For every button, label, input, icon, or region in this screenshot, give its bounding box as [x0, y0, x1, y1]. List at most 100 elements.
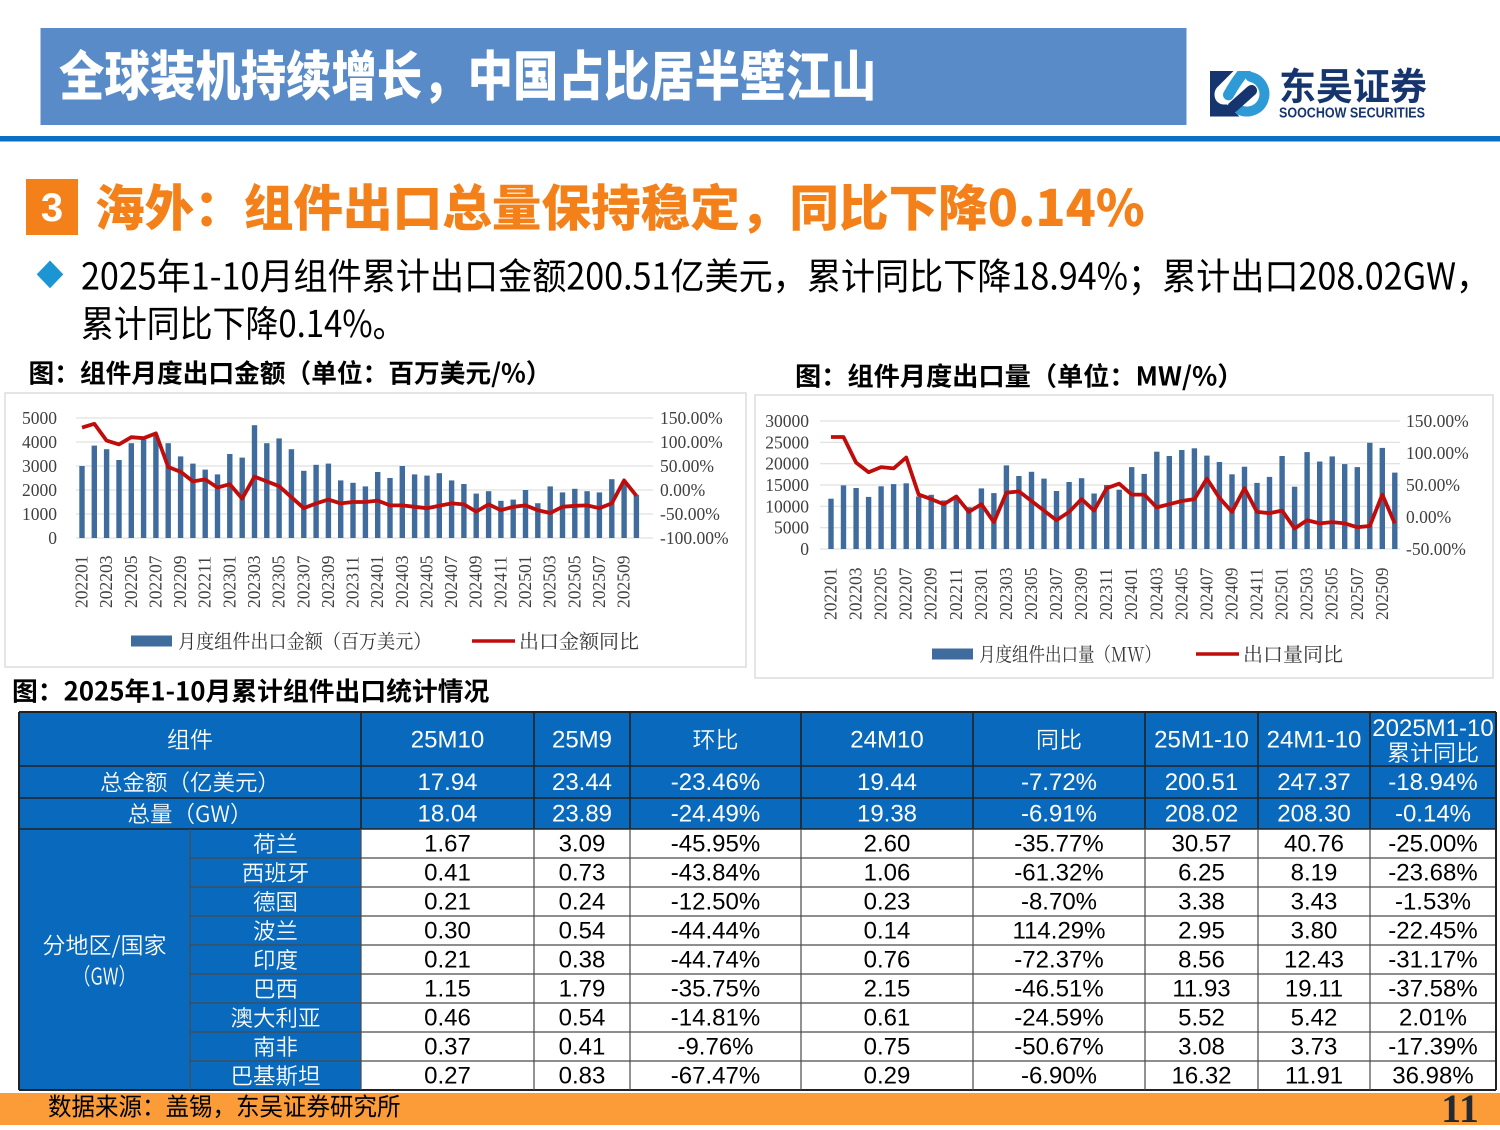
svg-text:-50.67%: -50.67%	[1014, 1034, 1103, 1061]
svg-text:202505: 202505	[564, 555, 584, 608]
svg-text:-6.91%: -6.91%	[1021, 801, 1097, 828]
svg-text:-50.00%: -50.00%	[1406, 539, 1466, 559]
svg-text:-23.68%: -23.68%	[1388, 860, 1477, 887]
svg-text:202209: 202209	[170, 555, 190, 608]
svg-text:8.19: 8.19	[1291, 860, 1338, 887]
svg-text:114.29%: 114.29%	[1013, 918, 1106, 945]
svg-text:1.67: 1.67	[424, 831, 471, 858]
svg-text:5000: 5000	[22, 408, 57, 428]
svg-text:3.38: 3.38	[1178, 889, 1225, 916]
svg-text:-44.44%: -44.44%	[671, 918, 760, 945]
svg-text:0.38: 0.38	[559, 947, 606, 974]
svg-text:25M10: 25M10	[411, 727, 484, 754]
svg-text:0.21: 0.21	[424, 889, 471, 916]
svg-text:0.75: 0.75	[864, 1034, 911, 1061]
svg-text:12.43: 12.43	[1284, 947, 1344, 974]
svg-text:-37.58%: -37.58%	[1388, 976, 1477, 1003]
svg-text:50.00%: 50.00%	[1406, 475, 1460, 495]
svg-text:40.76: 40.76	[1284, 831, 1344, 858]
svg-text:202209: 202209	[921, 567, 941, 620]
svg-text:30000: 30000	[765, 411, 809, 431]
svg-text:202405: 202405	[1171, 567, 1191, 620]
svg-text:-23.46%: -23.46%	[671, 769, 760, 796]
svg-text:3.09: 3.09	[559, 831, 606, 858]
svg-text:0.29: 0.29	[864, 1063, 911, 1090]
svg-text:3000: 3000	[22, 456, 57, 476]
svg-text:-44.74%: -44.74%	[671, 947, 760, 974]
svg-text:150.00%: 150.00%	[1406, 411, 1469, 431]
svg-text:202201: 202201	[72, 556, 92, 609]
svg-text:208.30: 208.30	[1277, 801, 1350, 828]
svg-text:202301: 202301	[219, 556, 239, 609]
svg-text:24M1-10: 24M1-10	[1267, 727, 1362, 754]
svg-text:-12.50%: -12.50%	[671, 889, 760, 916]
svg-text:202309: 202309	[1071, 567, 1091, 620]
svg-text:3.80: 3.80	[1291, 918, 1338, 945]
svg-text:0.41: 0.41	[424, 860, 471, 887]
svg-text:-1.53%: -1.53%	[1395, 889, 1471, 916]
svg-text:0.61: 0.61	[864, 1005, 911, 1032]
svg-text:-100.00%: -100.00%	[660, 528, 729, 548]
svg-text:1.79: 1.79	[559, 976, 606, 1003]
svg-text:-0.14%: -0.14%	[1395, 801, 1471, 828]
svg-text:202307: 202307	[293, 555, 313, 608]
svg-text:30.57: 30.57	[1171, 831, 1231, 858]
svg-text:5.52: 5.52	[1178, 1005, 1225, 1032]
svg-text:100.00%: 100.00%	[1406, 443, 1469, 463]
svg-text:202403: 202403	[392, 555, 412, 608]
svg-text:208.02: 208.02	[1165, 801, 1238, 828]
svg-text:202211: 202211	[946, 568, 966, 620]
svg-text:2025M1-10: 2025M1-10	[1372, 715, 1493, 742]
svg-text:0.00%: 0.00%	[660, 480, 705, 500]
svg-text:-50.00%: -50.00%	[660, 504, 720, 524]
svg-text:25M9: 25M9	[552, 727, 612, 754]
svg-text:202401: 202401	[1121, 568, 1141, 621]
svg-text:-14.81%: -14.81%	[671, 1005, 760, 1032]
svg-text:202507: 202507	[589, 555, 609, 608]
svg-text:-6.90%: -6.90%	[1021, 1063, 1097, 1090]
svg-text:202301: 202301	[971, 568, 991, 621]
svg-text:20000: 20000	[765, 454, 809, 474]
svg-text:19.38: 19.38	[857, 801, 917, 828]
svg-text:0.00%: 0.00%	[1406, 507, 1451, 527]
svg-text:3: 3	[41, 186, 63, 230]
svg-text:24M10: 24M10	[850, 727, 923, 754]
svg-text:18.04: 18.04	[417, 801, 477, 828]
svg-text:6.25: 6.25	[1178, 860, 1225, 887]
svg-text:0.73: 0.73	[559, 860, 606, 887]
svg-text:0.14: 0.14	[864, 918, 911, 945]
svg-text:0.83: 0.83	[559, 1063, 606, 1090]
svg-text:-35.77%: -35.77%	[1014, 831, 1103, 858]
svg-text:36.98%: 36.98%	[1392, 1063, 1473, 1090]
svg-text:-8.70%: -8.70%	[1021, 889, 1097, 916]
svg-text:0.23: 0.23	[864, 889, 911, 916]
svg-text:202501: 202501	[1272, 568, 1292, 621]
svg-text:247.37: 247.37	[1277, 769, 1350, 796]
svg-text:-22.45%: -22.45%	[1388, 918, 1477, 945]
svg-text:0.46: 0.46	[424, 1005, 471, 1032]
svg-text:-72.37%: -72.37%	[1014, 947, 1103, 974]
svg-text:202305: 202305	[269, 555, 289, 608]
svg-text:-46.51%: -46.51%	[1014, 976, 1103, 1003]
svg-text:202205: 202205	[121, 555, 141, 608]
svg-text:-35.75%: -35.75%	[671, 976, 760, 1003]
svg-text:0.24: 0.24	[559, 889, 606, 916]
svg-text:17.94: 17.94	[417, 769, 477, 796]
svg-text:1000: 1000	[22, 504, 57, 524]
svg-text:202407: 202407	[441, 555, 461, 608]
svg-text:202505: 202505	[1322, 567, 1342, 620]
svg-text:-9.76%: -9.76%	[677, 1034, 753, 1061]
svg-text:202207: 202207	[896, 567, 916, 620]
svg-text:2.01%: 2.01%	[1399, 1005, 1467, 1032]
svg-text:0.54: 0.54	[559, 918, 606, 945]
svg-text:11.93: 11.93	[1172, 976, 1230, 1003]
svg-text:202203: 202203	[96, 555, 116, 608]
svg-text:-24.59%: -24.59%	[1014, 1005, 1103, 1032]
svg-text:5.42: 5.42	[1291, 1005, 1338, 1032]
svg-text:0.76: 0.76	[864, 947, 911, 974]
svg-text:1.06: 1.06	[864, 860, 911, 887]
svg-text:25M1-10: 25M1-10	[1154, 727, 1249, 754]
svg-text:2000: 2000	[22, 480, 57, 500]
svg-text:3.43: 3.43	[1291, 889, 1338, 916]
svg-text:100.00%: 100.00%	[660, 432, 723, 452]
